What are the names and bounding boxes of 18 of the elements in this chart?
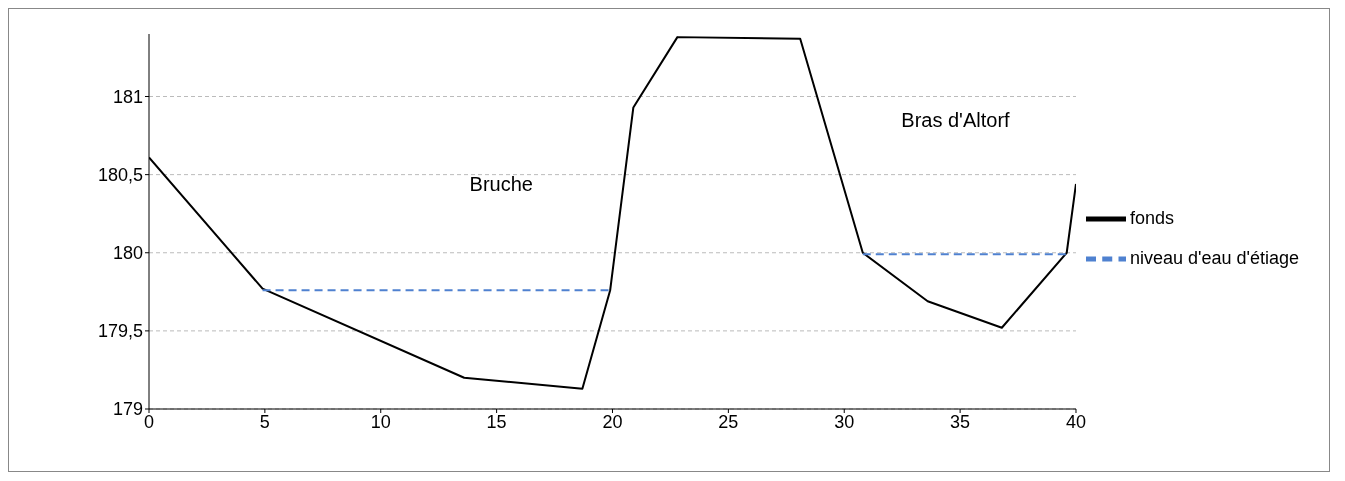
- x-tick-label: 30: [834, 411, 855, 432]
- x-tick-label: 5: [259, 411, 270, 432]
- x-tick-label: 20: [602, 411, 623, 432]
- x-tick-label: 0: [143, 411, 155, 432]
- annotation: Bruche: [469, 173, 533, 196]
- x-tick-label: 35: [950, 411, 971, 432]
- legend-label: fonds: [1129, 207, 1175, 228]
- annotation: Bras d'Altorf: [901, 109, 1011, 132]
- y-tick-label: 181: [112, 86, 143, 107]
- y-tick-label: 179: [112, 399, 143, 420]
- x-tick-label: 15: [486, 411, 507, 432]
- x-tick-label: 25: [718, 411, 739, 432]
- y-tick-label: 180: [112, 243, 143, 264]
- x-tick-label: 10: [370, 411, 391, 432]
- legend-label: niveau d'eau d'étiage: [1129, 247, 1299, 268]
- y-tick-label: 180,5: [97, 165, 143, 186]
- y-tick-label: 179,5: [97, 321, 143, 342]
- x-tick-label: 40: [1065, 411, 1086, 432]
